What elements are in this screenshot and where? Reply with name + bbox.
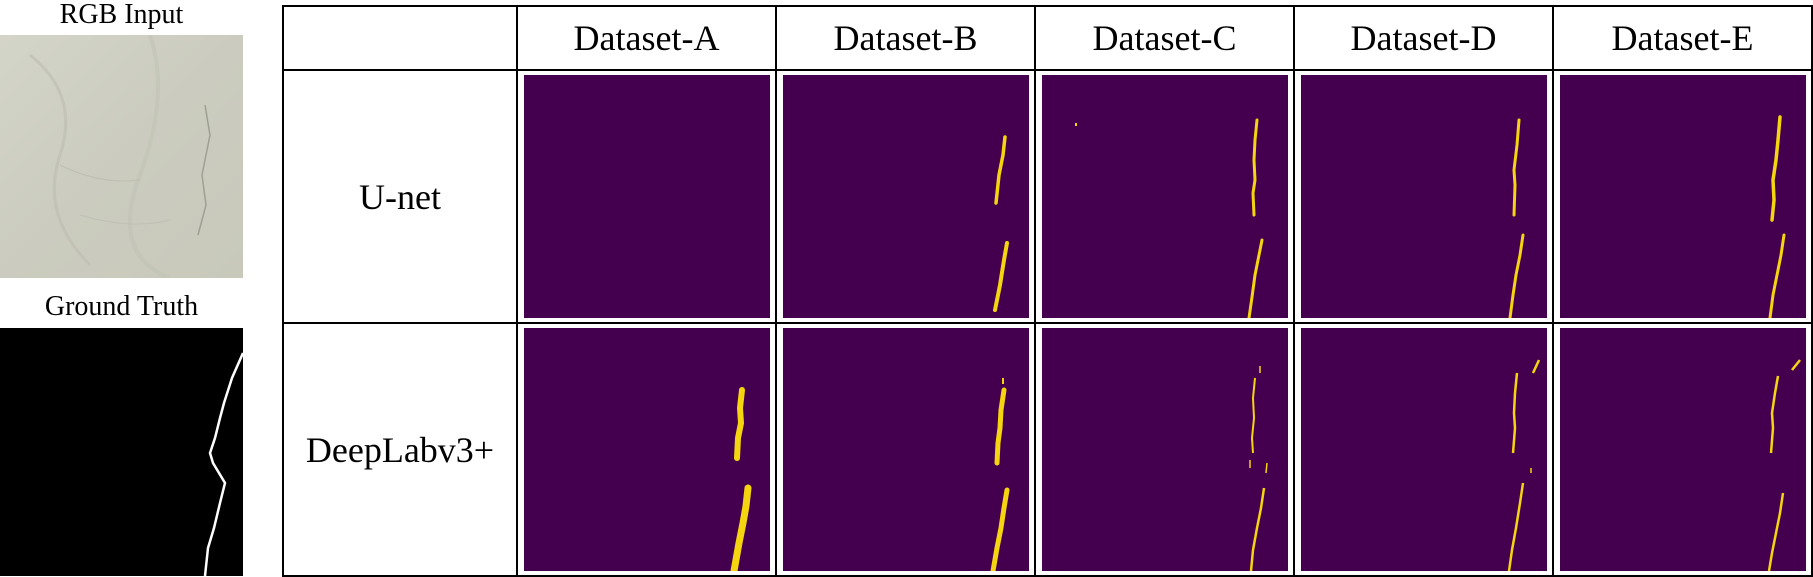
corner-cell (282, 5, 518, 71)
ground-truth-mask (0, 328, 243, 576)
row-header: U-net (282, 69, 518, 324)
column-header: Dataset-E (1552, 5, 1813, 71)
deeplab-dataset-c-prediction (1034, 322, 1295, 577)
column-header: Dataset-A (516, 5, 777, 71)
column-header: Dataset-B (775, 5, 1036, 71)
table-row: DeepLabv3+ (282, 322, 1813, 577)
unet-dataset-a-prediction (516, 69, 777, 324)
rgb-input-label: RGB Input (59, 0, 184, 30)
unet-dataset-d-prediction (1293, 69, 1554, 324)
column-header: Dataset-C (1034, 5, 1295, 71)
unet-dataset-e-prediction (1552, 69, 1813, 324)
ground-truth-label: Ground Truth (44, 291, 199, 322)
table-row: U-net (282, 69, 1813, 324)
unet-dataset-b-prediction (775, 69, 1036, 324)
deeplab-dataset-a-prediction (516, 322, 777, 577)
column-header: Dataset-D (1293, 5, 1554, 71)
unet-dataset-c-prediction (1034, 69, 1295, 324)
row-header: DeepLabv3+ (282, 322, 518, 577)
header-row: Dataset-A Dataset-B Dataset-C Dataset-D … (282, 5, 1813, 71)
rgb-input-image (0, 35, 243, 278)
results-table: Dataset-A Dataset-B Dataset-C Dataset-D … (282, 5, 1813, 577)
deeplab-dataset-d-prediction (1293, 322, 1554, 577)
deeplab-dataset-b-prediction (775, 322, 1036, 577)
deeplab-dataset-e-prediction (1552, 322, 1813, 577)
